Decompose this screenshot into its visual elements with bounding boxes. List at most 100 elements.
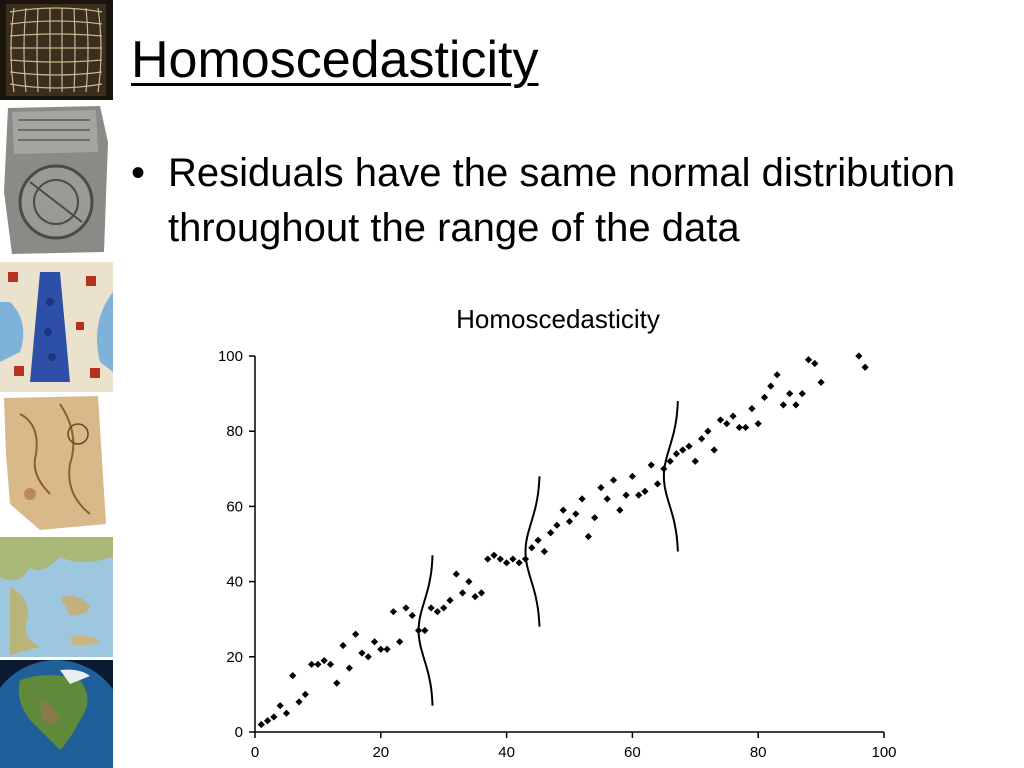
scatter-point [339, 641, 347, 650]
scatter-point [660, 465, 668, 473]
medieval-map-icon [0, 262, 113, 392]
bullet-list: • Residuals have the same normal distrib… [131, 146, 991, 256]
scatter-point [597, 484, 605, 492]
scatter-point [754, 420, 762, 428]
x-tick-label: 0 [251, 744, 259, 761]
scatter-point [308, 660, 316, 668]
scatter-point [257, 720, 265, 729]
scatter-point [471, 593, 479, 601]
scatter-point [641, 487, 649, 495]
scatter-point [534, 536, 542, 544]
scatter-point [804, 356, 813, 364]
scatter-point [301, 690, 309, 698]
scatter-point [364, 653, 372, 661]
scatter-point [553, 521, 561, 529]
y-tick-label: 100 [218, 348, 243, 365]
scatter-point [723, 420, 731, 428]
scatter-point [528, 544, 536, 552]
scatter-point [672, 450, 681, 458]
scatter-point [697, 435, 706, 443]
scatter-point [509, 555, 517, 563]
x-tick-label: 80 [750, 744, 767, 761]
scatter-point [314, 660, 322, 668]
scatter-point [503, 559, 511, 567]
scatter-point [855, 352, 863, 360]
scatter-point [496, 555, 504, 563]
scatter-point [521, 555, 530, 563]
scatter-point [622, 491, 630, 499]
scatter-point [767, 382, 775, 390]
scatter-point [484, 555, 492, 563]
scatter-point [572, 510, 580, 518]
scatter-point [490, 551, 498, 559]
scatter-point [798, 390, 806, 398]
scatter-point [352, 630, 360, 638]
bullet-item: • Residuals have the same normal distrib… [131, 146, 991, 256]
scatter-point [861, 363, 869, 371]
page-title: Homoscedasticity [131, 31, 539, 89]
scatter-point [779, 401, 787, 409]
scatter-point [817, 378, 825, 386]
scatter-point [421, 626, 429, 635]
scatter-point [609, 476, 618, 484]
scatter-point [628, 472, 636, 480]
scatter-point [578, 495, 586, 503]
scatter-point [427, 604, 435, 612]
scatter-point [559, 506, 567, 514]
scatter-point [647, 461, 655, 469]
x-tick-label: 60 [624, 744, 641, 761]
scatter-point [735, 423, 743, 432]
bullet-text: Residuals have the same normal distribut… [168, 151, 956, 250]
globe-north-america-icon [0, 660, 113, 768]
scatter-point [433, 608, 442, 616]
scatter-point [666, 457, 674, 465]
bullet-dot-icon: • [131, 151, 146, 195]
scatter-point [565, 517, 574, 526]
scatter-point [691, 457, 699, 465]
relief-map-greece-icon [0, 537, 113, 657]
scatter-point [584, 532, 592, 541]
scatter-point [289, 672, 297, 680]
chart-title: Homoscedasticity [456, 304, 660, 334]
scatter-point [679, 446, 687, 454]
scatter-point [653, 480, 662, 488]
scatter-point [773, 371, 781, 379]
scatter-point [402, 604, 410, 612]
scatter-point [282, 709, 291, 717]
y-tick-label: 0 [235, 724, 243, 741]
scatter-point [716, 416, 725, 424]
scatter-point [540, 547, 548, 556]
y-tick-label: 40 [226, 574, 243, 591]
scatter-point [326, 660, 335, 668]
scatter-point [710, 446, 718, 454]
scatter-point [452, 570, 460, 578]
x-tick-label: 40 [498, 744, 515, 761]
scatter-point [333, 679, 341, 687]
scatter-point [345, 664, 353, 672]
x-tick-label: 20 [372, 744, 389, 761]
scatter-point [477, 589, 486, 597]
scatter-point [396, 638, 404, 646]
scatter-point [414, 626, 423, 635]
scatter-point [270, 713, 278, 721]
scatter-point [729, 412, 737, 420]
x-tick-label: 100 [871, 744, 896, 761]
grid-map-icon [0, 0, 113, 100]
scatter-point [515, 559, 523, 567]
scatter-chart: Homoscedasticity 0 20 40 60 80 100 0 20 40 60 80 10… [218, 304, 897, 761]
scatter-point [408, 611, 416, 620]
scatter-point [748, 405, 756, 413]
y-tick-label: 20 [226, 649, 243, 666]
scatter-point [377, 645, 385, 653]
scatter-point [742, 423, 750, 432]
scatter-point [547, 529, 555, 537]
scatter-point [383, 645, 391, 653]
scatter-point [458, 589, 467, 597]
scatter-point [389, 608, 397, 616]
scatter-point [635, 491, 643, 499]
scatter-point [704, 427, 712, 435]
parchment-map-icon [0, 394, 113, 534]
scatter-point [603, 495, 611, 503]
scatter-point [263, 717, 272, 725]
scatter-point [320, 656, 328, 665]
